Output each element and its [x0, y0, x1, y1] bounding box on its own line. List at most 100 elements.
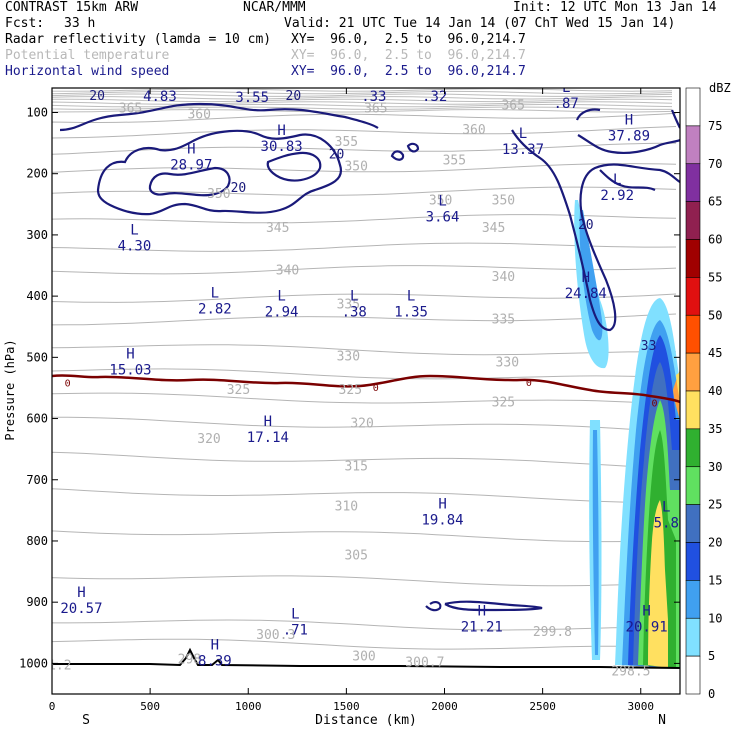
colorbar-label: 10: [708, 611, 722, 625]
theta-contour: [52, 126, 677, 141]
theta-label: 350: [492, 193, 515, 208]
extremum-value: 37.89: [608, 129, 650, 145]
wind-contour-25: [148, 166, 231, 197]
colorbar-swatch: [685, 314, 701, 354]
theta-label: 350: [429, 193, 452, 208]
x-tick-label: 1500: [333, 700, 360, 713]
theta-contour: [52, 619, 676, 631]
theta-label: 310: [335, 499, 358, 514]
theta-contour: [52, 575, 677, 587]
theta-label: 355: [335, 135, 358, 150]
x-axis-label: Distance (km): [315, 713, 417, 728]
theta-label: 355: [443, 154, 466, 169]
colorbar-title: dBZ: [709, 81, 731, 95]
wind-contour-loop: [425, 601, 442, 612]
theta-contour: [52, 163, 677, 178]
colorbar-label: 70: [708, 157, 722, 171]
theta-labels: 365 360 365 360 365 355 355 350 350 350 350 345 345 3…: [52, 98, 651, 679]
x-tick-label: 2000: [431, 700, 458, 713]
extremum-type: H: [438, 496, 446, 512]
extremum-value: 1.35: [394, 304, 428, 320]
x-tick-label: 3000: [628, 700, 655, 713]
theta-contour: [52, 142, 677, 158]
y-tick-label: 500: [26, 350, 48, 364]
theta-label: 300.7: [405, 655, 444, 670]
extremum-value: 2.94: [265, 304, 299, 320]
x-tick-label: 0: [49, 700, 56, 713]
theta-contour: [52, 242, 677, 256]
extremum-value: 20.57: [60, 601, 102, 617]
extremum-type: H: [642, 604, 650, 620]
extremum-value: 21.21: [461, 620, 503, 636]
extremum-value: 15.03: [109, 363, 151, 379]
colorbar-swatch: [685, 125, 701, 165]
refl-cell-35dbz: [648, 500, 668, 668]
theta-label: 350: [207, 187, 230, 202]
wind-contour-small: [390, 150, 405, 161]
strat-contour: [52, 98, 673, 103]
y-tick-label: 400: [26, 289, 48, 303]
theta-contour: [52, 416, 677, 433]
y-tick-label: 900: [26, 595, 48, 609]
extremum-value: 4.83: [143, 89, 177, 105]
theta-label: 360: [462, 123, 485, 138]
theta-contour: [52, 392, 677, 406]
theta-contour: [52, 530, 677, 543]
wind-label: 20: [231, 181, 247, 196]
extremum-value: .71: [283, 623, 308, 639]
extremum-type: L: [211, 285, 219, 301]
extremum-value: 13.37: [502, 142, 544, 158]
colorbar-swatch: [685, 277, 701, 316]
wind-contour-small2: [406, 142, 420, 153]
wind-label: 0: [526, 378, 532, 389]
wind-contour-upper-right: [575, 108, 601, 121]
theta-stratosphere-contours: [52, 88, 673, 113]
colorbar-swatch: [685, 580, 701, 619]
colorbar-swatch: [685, 504, 701, 543]
wind-label: 20: [578, 218, 594, 233]
extremum-type: H: [277, 123, 285, 139]
colorbar-label: 45: [708, 346, 722, 360]
wind-contour-right-lower: [599, 169, 656, 192]
surface-line: [52, 647, 680, 669]
extremum-type: L: [519, 126, 527, 142]
extremum-value: 24.84: [565, 286, 607, 302]
wind-label: 20: [89, 89, 105, 104]
theta-label: 330: [337, 349, 360, 364]
extremum-type: L: [291, 607, 299, 623]
wind-contour-25b: [266, 151, 322, 182]
y-tick-label: 100: [26, 105, 48, 119]
extremum-value: .87: [554, 96, 579, 112]
extremum-type: L: [407, 288, 415, 304]
wind-label: 20: [286, 89, 302, 104]
wind-contours: [59, 102, 680, 612]
wind-contour-20-top: [59, 102, 379, 132]
wind-label: 0: [373, 383, 379, 394]
theta-label: 345: [266, 221, 289, 236]
colorbar-swatch: [685, 390, 701, 430]
extremum-value: 4.30: [118, 238, 152, 254]
theta-label: 335: [492, 313, 515, 328]
strat-contour: [52, 88, 673, 92]
colorbar-swatch: [685, 428, 701, 468]
wind-label: 33: [641, 339, 657, 354]
theta-contour: [52, 451, 677, 469]
x-tick-label: 500: [140, 700, 160, 713]
extremum-value: 2.92: [600, 188, 634, 204]
wind-contour-low: [444, 600, 543, 612]
zero-wind-line: [52, 374, 680, 404]
extremum-value: 30.83: [261, 139, 303, 155]
extremum-type: L: [130, 222, 138, 238]
fcst-label: Fcst:: [5, 16, 45, 31]
model-name: CONTRAST 15km ARW: [5, 0, 139, 15]
colorbar-swatch: [685, 87, 701, 127]
extremum-type: L: [350, 288, 358, 304]
strat-contour: [52, 96, 673, 100]
theta-contour: [52, 112, 677, 126]
extremum-value: .38: [342, 304, 367, 320]
theta-label: 365: [119, 101, 142, 116]
plot-area: [52, 88, 680, 694]
theta-label: 340: [276, 264, 299, 279]
strat-contour: [52, 101, 673, 105]
